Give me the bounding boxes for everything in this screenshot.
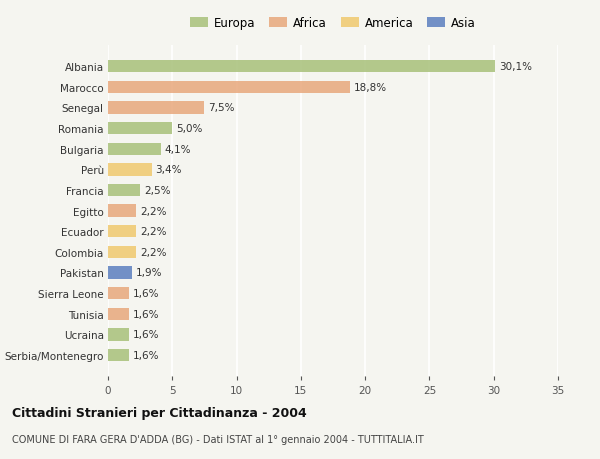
Text: COMUNE DI FARA GERA D'ADDA (BG) - Dati ISTAT al 1° gennaio 2004 - TUTTITALIA.IT: COMUNE DI FARA GERA D'ADDA (BG) - Dati I… [12, 434, 424, 444]
Text: 1,6%: 1,6% [133, 350, 159, 360]
Bar [108, 225, 136, 238]
Text: 1,6%: 1,6% [133, 288, 159, 298]
Bar [108, 102, 205, 114]
Bar [108, 185, 140, 197]
Text: 3,4%: 3,4% [155, 165, 182, 175]
Text: 2,2%: 2,2% [140, 247, 167, 257]
Text: 1,6%: 1,6% [133, 309, 159, 319]
Text: 1,9%: 1,9% [136, 268, 163, 278]
Text: 18,8%: 18,8% [353, 83, 386, 93]
Bar [108, 267, 133, 279]
Bar [108, 308, 128, 320]
Bar [108, 205, 136, 217]
Text: 1,6%: 1,6% [133, 330, 159, 340]
Bar [108, 123, 172, 135]
Bar [108, 143, 161, 156]
Text: 4,1%: 4,1% [164, 145, 191, 154]
Text: 30,1%: 30,1% [499, 62, 532, 72]
Text: 2,2%: 2,2% [140, 227, 167, 237]
Text: 2,2%: 2,2% [140, 206, 167, 216]
Legend: Europa, Africa, America, Asia: Europa, Africa, America, Asia [185, 12, 481, 34]
Bar [108, 329, 128, 341]
Text: 2,5%: 2,5% [144, 185, 170, 196]
Bar [108, 164, 152, 176]
Bar [108, 246, 136, 258]
Text: Cittadini Stranieri per Cittadinanza - 2004: Cittadini Stranieri per Cittadinanza - 2… [12, 406, 307, 419]
Bar [108, 61, 495, 73]
Text: 7,5%: 7,5% [208, 103, 235, 113]
Bar [108, 82, 350, 94]
Bar [108, 287, 128, 300]
Bar [108, 349, 128, 361]
Text: 5,0%: 5,0% [176, 124, 203, 134]
